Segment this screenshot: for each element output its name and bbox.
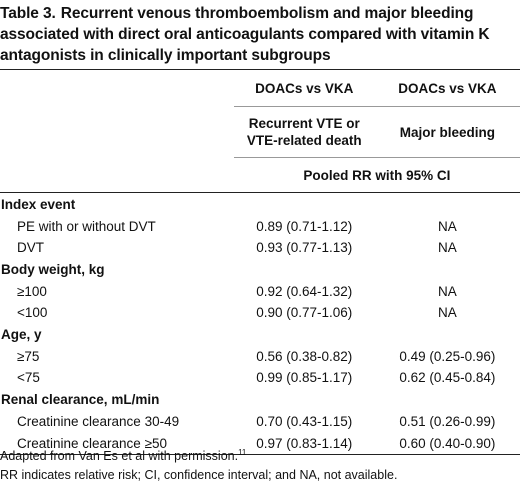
row-label: DVT [17,240,44,255]
header-row-measure: Pooled RR with 95% CI [0,157,520,193]
table-row: DVT 0.93 (0.77-1.13) NA [0,237,520,258]
header-row-outcome: Recurrent VTE or VTE-related death Major… [0,106,520,158]
cell-bleeding: NA [437,305,457,320]
cell-vte: 0.89 (0.71-1.12) [256,219,353,234]
header-outcome-bleeding: Major bleeding [374,106,520,158]
section-row: Body weight, kg [0,258,520,281]
footnote-source-text: Adapted from Van Es et al with permissio… [0,449,239,463]
cell-vte: 0.70 (0.43-1.15) [256,414,353,429]
cell-vte: 0.99 (0.85-1.17) [256,370,353,385]
footnote-reference: 11 [238,447,247,457]
table-caption: Table 3. Recurrent venous thromboembolism… [0,3,516,66]
row-label: Creatinine clearance 30-49 [17,414,180,429]
header-comparison-1: DOACs vs VKA [233,70,375,107]
section-label: Body weight, kg [1,262,105,277]
table-row: Creatinine clearance ≥50 0.97 (0.83-1.14)… [0,432,520,455]
cell-bleeding: NA [437,240,457,255]
cell-vte: 0.56 (0.38-0.82) [256,349,353,364]
table-row: <100 0.90 (0.77-1.06) NA [0,302,520,323]
cell-vte: 0.92 (0.64-1.32) [256,284,353,299]
table-row: <75 0.99 (0.85-1.17) 0.62 (0.45-0.84) [0,367,520,388]
section-row: Renal clearance, mL/min [0,388,520,411]
table-row: ≥75 0.56 (0.38-0.82) 0.49 (0.25-0.96) [0,346,520,367]
footnote-source: Adapted from Van Es et al with permissio… [0,447,520,466]
footnote-abbreviations: RR indicates relative risk; CI, confiden… [0,468,398,482]
cell-vte: 0.90 (0.77-1.06) [256,305,353,320]
row-label: ≥100 [17,284,47,299]
section-label: Index event [1,197,76,212]
cell-bleeding: 0.62 (0.45-0.84) [399,370,496,385]
cell-bleeding: 0.49 (0.25-0.96) [399,349,496,364]
results-table: DOACs vs VKA DOACs vs VKA Recurrent VTE … [0,70,520,455]
section-label: Renal clearance, mL/min [1,392,160,407]
cell-vte: 0.93 (0.77-1.13) [256,240,353,255]
section-row: Age, y [0,323,520,346]
row-label: <75 [17,370,40,385]
table-title: Recurrent venous thromboembolism and maj… [0,5,490,64]
row-label: ≥75 [17,349,40,364]
row-label: PE with or without DVT [17,219,156,234]
cell-bleeding: NA [437,284,457,299]
table-row: PE with or without DVT 0.89 (0.71-1.12) NA [0,216,520,237]
table-row: ≥100 0.92 (0.64-1.32) NA [0,281,520,302]
row-label: Creatinine clearance ≥50 [0,432,234,455]
header-comparison-2: DOACs vs VKA [374,70,520,107]
cell-bleeding: 0.51 (0.26-0.99) [399,414,496,429]
table-top-rule [0,69,520,70]
row-label: <100 [17,305,48,320]
cell-vte: 0.97 (0.83-1.14) [233,432,375,455]
section-label: Age, y [1,327,42,342]
section-row: Index event [0,193,520,217]
header-measure: Pooled RR with 95% CI [233,157,520,193]
header-row-comparison: DOACs vs VKA DOACs vs VKA [0,70,520,107]
table-row: Creatinine clearance 30-49 0.70 (0.43-1.1… [0,411,520,432]
cell-bleeding: NA [437,219,457,234]
header-outcome-vte: Recurrent VTE or VTE-related death [233,106,375,158]
cell-bleeding: 0.60 (0.40-0.90) [374,432,520,455]
table-number: Table 3. [0,5,56,22]
